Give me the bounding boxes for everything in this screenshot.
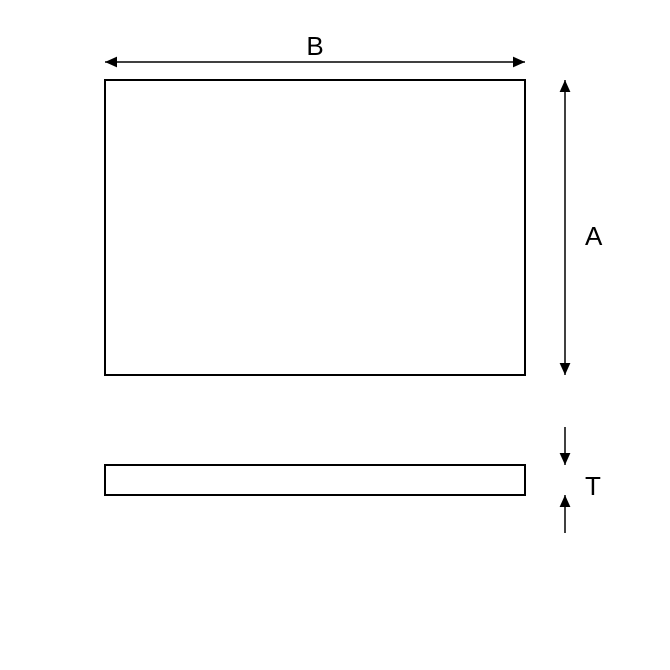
arrowhead xyxy=(560,453,571,465)
dim-a-label: A xyxy=(585,221,603,251)
shim-dimension-diagram: B A T xyxy=(0,0,670,670)
top-view-rect xyxy=(105,80,525,375)
arrowhead xyxy=(513,57,525,68)
arrowhead xyxy=(105,57,117,68)
arrowhead xyxy=(560,363,571,375)
dim-b-label: B xyxy=(306,31,323,61)
dim-t-label: T xyxy=(585,471,601,501)
arrowhead xyxy=(560,495,571,507)
arrowhead xyxy=(560,80,571,92)
side-view-rect xyxy=(105,465,525,495)
